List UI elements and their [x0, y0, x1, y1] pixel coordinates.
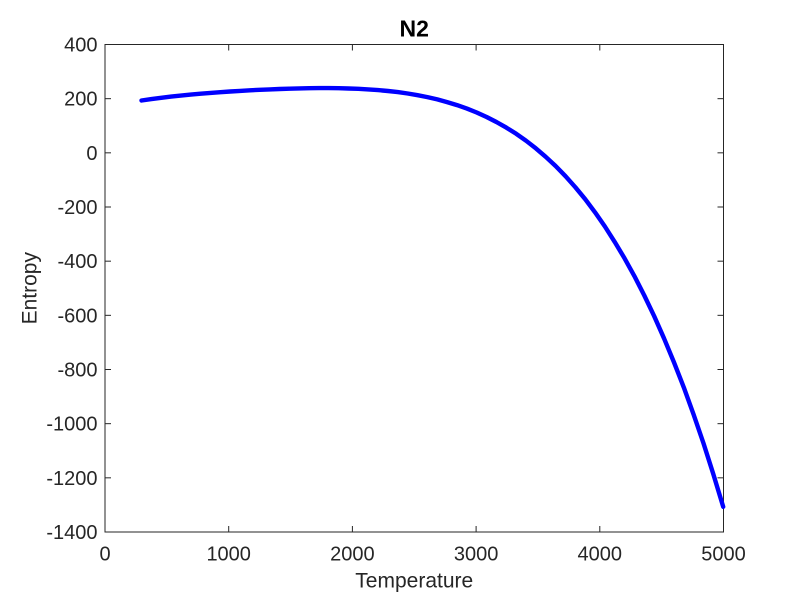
- svg-text:-1200: -1200: [46, 468, 97, 490]
- svg-text:0: 0: [86, 143, 97, 165]
- svg-text:-1400: -1400: [46, 522, 97, 544]
- svg-text:-400: -400: [57, 251, 97, 273]
- svg-text:2000: 2000: [330, 544, 375, 566]
- svg-text:-600: -600: [57, 305, 97, 327]
- svg-text:-800: -800: [57, 359, 97, 381]
- svg-text:200: 200: [64, 89, 97, 111]
- svg-text:1000: 1000: [206, 544, 251, 566]
- svg-text:N2: N2: [400, 16, 429, 42]
- svg-text:-1000: -1000: [46, 414, 97, 436]
- svg-text:3000: 3000: [454, 544, 499, 566]
- svg-text:400: 400: [64, 35, 97, 57]
- svg-text:Entropy: Entropy: [19, 252, 42, 325]
- svg-text:-200: -200: [57, 197, 97, 219]
- svg-text:0: 0: [99, 544, 110, 566]
- svg-text:4000: 4000: [578, 544, 623, 566]
- svg-text:5000: 5000: [701, 544, 746, 566]
- svg-text:Temperature: Temperature: [355, 569, 473, 592]
